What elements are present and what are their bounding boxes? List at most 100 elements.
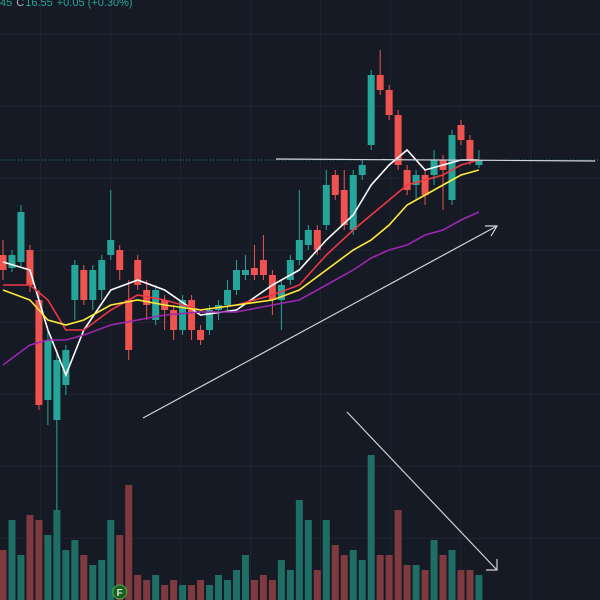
volume-bar bbox=[295, 500, 303, 600]
ohlc-legend: 45 C16.55 +0.05 (+0.30%) bbox=[0, 0, 137, 9]
volume-bar bbox=[224, 580, 231, 600]
candle-body bbox=[232, 270, 240, 290]
volume-layer bbox=[0, 455, 483, 600]
volume-bar bbox=[331, 545, 339, 600]
badge-circle bbox=[112, 584, 128, 600]
volume-bar bbox=[232, 570, 240, 600]
candle-body bbox=[89, 270, 97, 300]
moving-average bbox=[2, 148, 479, 378]
trend-arrow-up bbox=[142, 225, 498, 419]
close-value: 16.55 bbox=[25, 0, 53, 9]
moving-average bbox=[2, 169, 480, 326]
volume-bar bbox=[44, 535, 52, 600]
volume-bar bbox=[394, 510, 402, 600]
volume-bar bbox=[8, 520, 16, 600]
candle-body bbox=[241, 270, 249, 275]
close-label: C bbox=[16, 0, 25, 9]
candle-body bbox=[44, 340, 52, 400]
candle-body bbox=[322, 185, 330, 225]
volume-bar bbox=[421, 570, 429, 600]
volume-bar bbox=[259, 575, 267, 600]
candle-body bbox=[250, 268, 258, 275]
volume-bar bbox=[206, 585, 214, 600]
volume-bar bbox=[349, 550, 357, 600]
candle-body bbox=[295, 240, 303, 260]
candle-body bbox=[340, 190, 348, 225]
candle-body bbox=[98, 260, 106, 290]
volume-bar bbox=[322, 520, 330, 600]
volume-bar bbox=[179, 585, 187, 600]
arrow-head bbox=[485, 225, 499, 237]
volume-bar bbox=[125, 485, 133, 600]
volume-bar bbox=[286, 570, 294, 600]
candle-body bbox=[448, 135, 456, 200]
candle-body bbox=[259, 260, 267, 275]
candle-body bbox=[134, 260, 142, 285]
candle-body bbox=[421, 175, 429, 195]
volume-bar bbox=[188, 585, 196, 600]
candle-body bbox=[349, 175, 357, 230]
volume-bar bbox=[161, 585, 169, 600]
volume-bar bbox=[340, 555, 348, 600]
moving-average bbox=[2, 211, 480, 366]
volume-bar bbox=[241, 555, 249, 600]
volume-bar bbox=[313, 570, 321, 600]
volume-bar bbox=[457, 570, 465, 600]
volume-bar bbox=[170, 580, 178, 600]
candle-body bbox=[197, 330, 205, 340]
volume-bar bbox=[466, 570, 474, 600]
volume-bar bbox=[152, 575, 160, 600]
volume-bar bbox=[62, 550, 70, 600]
volume-bar bbox=[250, 580, 258, 600]
candle-body bbox=[313, 230, 321, 250]
volume-bar bbox=[277, 560, 285, 600]
volume-bar bbox=[98, 560, 106, 600]
moving-average bbox=[3, 159, 480, 331]
candle-body bbox=[412, 175, 420, 185]
arrow-head bbox=[486, 559, 498, 571]
candle-body bbox=[376, 75, 384, 90]
candle-body bbox=[304, 230, 312, 245]
volume-bar bbox=[107, 520, 115, 600]
volume-bar bbox=[80, 555, 88, 600]
volume-bar bbox=[412, 565, 420, 600]
candle-body bbox=[224, 290, 231, 305]
volume-bar bbox=[197, 580, 205, 600]
candle-body bbox=[385, 90, 393, 115]
horizontal-line-drawing bbox=[275, 158, 596, 162]
volume-bar bbox=[134, 575, 142, 600]
volume-bar bbox=[35, 520, 43, 600]
event-badge[interactable]: F bbox=[112, 584, 128, 600]
volume-bar bbox=[358, 560, 366, 600]
volume-bar bbox=[376, 555, 384, 600]
volume-bar bbox=[430, 540, 438, 600]
candle-body bbox=[53, 360, 61, 420]
volume-bar bbox=[304, 520, 312, 600]
candle-body bbox=[116, 250, 124, 270]
volume-bar bbox=[71, 540, 79, 600]
volume-bar bbox=[367, 455, 375, 600]
badge-label: F bbox=[117, 588, 123, 599]
candle-body bbox=[286, 260, 294, 280]
candle-body bbox=[268, 275, 276, 300]
candle-body bbox=[457, 125, 465, 140]
candle-body bbox=[179, 300, 187, 330]
candle-body bbox=[367, 75, 375, 145]
volume-bar bbox=[215, 575, 223, 600]
volume-bar bbox=[143, 580, 151, 600]
candle-body bbox=[170, 310, 178, 330]
candle-layer bbox=[0, 50, 600, 510]
candle-body bbox=[35, 300, 43, 405]
candle-body bbox=[80, 270, 88, 300]
candle-body bbox=[62, 350, 70, 385]
candle-body bbox=[394, 115, 402, 165]
candle-body bbox=[403, 170, 411, 190]
volume-bar bbox=[475, 575, 483, 600]
volume-bar bbox=[26, 515, 34, 600]
candle-body bbox=[331, 175, 339, 195]
volume-bar bbox=[0, 550, 7, 600]
candle-body bbox=[143, 290, 151, 305]
candle-body bbox=[17, 212, 25, 262]
